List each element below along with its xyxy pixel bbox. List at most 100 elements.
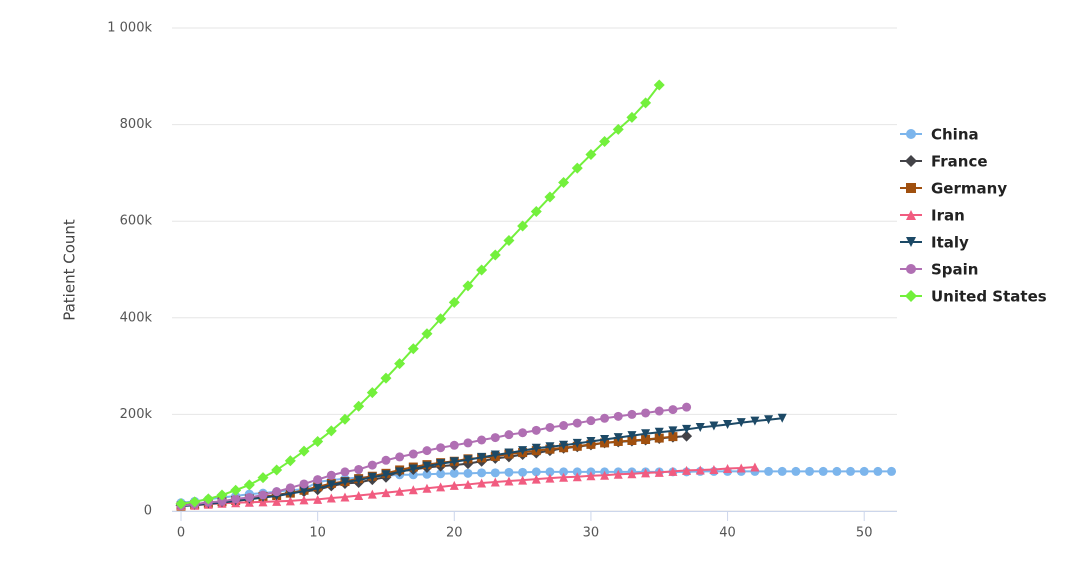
series — [176, 462, 760, 511]
series — [175, 79, 665, 510]
x-tick-label: 30 — [583, 526, 600, 541]
marker — [627, 431, 637, 441]
marker — [380, 372, 392, 384]
marker — [531, 474, 541, 484]
marker — [477, 468, 487, 478]
x-tick-label: 50 — [856, 526, 873, 541]
marker — [558, 177, 570, 189]
marker — [777, 413, 787, 423]
legend-label: Germany — [931, 180, 1007, 198]
marker — [668, 432, 678, 442]
marker — [367, 472, 377, 482]
y-axis-title: Patient Count — [61, 219, 79, 321]
legend-label: Iran — [931, 207, 965, 225]
marker — [448, 296, 460, 308]
marker — [272, 496, 282, 506]
marker — [559, 421, 569, 431]
marker — [271, 464, 283, 476]
marker — [832, 466, 842, 476]
marker — [436, 443, 446, 453]
marker — [216, 489, 228, 501]
marker — [313, 483, 323, 493]
legend-label: Spain — [931, 261, 978, 279]
marker — [503, 235, 515, 247]
marker — [764, 415, 774, 425]
marker — [641, 408, 651, 418]
marker — [559, 472, 569, 482]
marker — [545, 467, 555, 477]
marker — [395, 467, 405, 477]
legend-marker — [906, 183, 916, 193]
x-tick-label: 10 — [309, 526, 326, 541]
marker — [504, 430, 514, 440]
marker — [504, 467, 514, 477]
marker — [544, 191, 556, 203]
marker — [354, 464, 364, 474]
marker — [230, 484, 242, 496]
marker — [613, 411, 623, 421]
marker — [517, 220, 529, 232]
marker — [313, 475, 323, 485]
marker — [791, 466, 801, 476]
marker — [449, 468, 459, 478]
marker — [477, 452, 487, 462]
y-tick-label: 1 000k — [107, 21, 152, 36]
marker — [340, 477, 350, 487]
marker — [449, 480, 459, 490]
marker — [395, 486, 405, 496]
marker — [299, 479, 309, 489]
marker — [354, 475, 364, 485]
marker — [518, 428, 528, 438]
legend-marker — [906, 210, 916, 220]
marker — [463, 468, 473, 478]
marker — [436, 482, 446, 492]
marker — [531, 467, 541, 477]
marker — [723, 420, 733, 430]
marker — [504, 448, 514, 458]
marker — [668, 466, 678, 476]
marker — [682, 402, 692, 412]
marker — [477, 435, 487, 445]
marker — [285, 483, 295, 493]
marker — [654, 467, 664, 477]
marker — [422, 446, 432, 456]
marker — [641, 468, 651, 478]
marker — [449, 440, 459, 450]
marker — [572, 467, 582, 477]
marker — [354, 491, 364, 501]
marker — [421, 328, 433, 340]
x-tick-label: 0 — [177, 526, 185, 541]
marker — [682, 424, 692, 434]
marker — [299, 495, 309, 505]
legend-label: Italy — [931, 234, 969, 252]
marker — [258, 490, 268, 500]
marker — [326, 470, 336, 480]
marker — [600, 470, 610, 480]
marker — [764, 466, 774, 476]
legend-marker — [905, 290, 917, 302]
legend-marker — [906, 237, 916, 247]
marker — [408, 464, 418, 474]
marker — [272, 487, 282, 497]
marker — [436, 469, 446, 479]
marker — [381, 455, 391, 465]
marker — [859, 466, 869, 476]
marker — [285, 496, 295, 506]
y-tick-label: 600k — [120, 214, 153, 229]
legend-marker — [906, 264, 916, 274]
marker — [339, 413, 351, 425]
marker — [217, 496, 227, 506]
marker — [586, 436, 596, 446]
y-tick-label: 200k — [120, 407, 153, 422]
marker — [545, 422, 555, 432]
marker — [599, 136, 611, 148]
marker — [586, 416, 596, 426]
marker — [408, 449, 418, 459]
marker — [175, 498, 187, 510]
marker — [640, 97, 652, 109]
marker — [243, 479, 255, 491]
marker — [449, 457, 459, 467]
marker — [709, 421, 719, 431]
marker — [340, 467, 350, 477]
